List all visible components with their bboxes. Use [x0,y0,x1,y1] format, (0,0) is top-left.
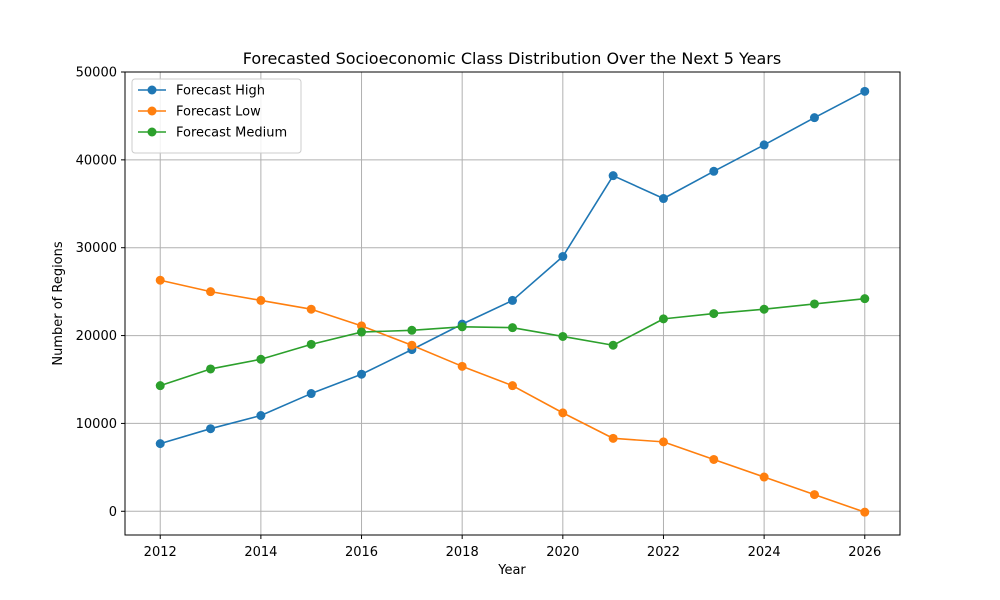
x-tick-label: 2018 [446,545,479,560]
data-point-forecast-medium [407,325,417,335]
y-tick-label: 40000 [76,153,117,168]
data-point-forecast-low [809,490,819,500]
data-point-forecast-high [709,166,719,176]
data-point-forecast-medium [608,340,618,350]
data-point-forecast-medium [860,294,870,304]
series-forecast-high [155,86,870,449]
data-point-forecast-low [357,321,367,331]
x-tick-label: 2014 [244,545,277,560]
y-tick-label: 0 [109,505,117,520]
data-point-forecast-medium [508,323,517,333]
x-axis: 2012 2014 2016 2018 2020 2022 2024 2026 [144,535,881,560]
y-tick-label: 30000 [76,241,117,256]
y-tick-label: 20000 [76,329,117,344]
grid-lines [125,71,900,535]
legend: Forecast High Forecast Low Forecast Medium [131,78,302,154]
data-point-forecast-low [407,340,417,350]
legend-entry-label: Forecast High [176,84,265,99]
data-point-forecast-high [759,140,769,150]
data-point-forecast-medium [759,304,769,314]
data-point-forecast-low [256,295,266,305]
plot-frame [124,71,901,536]
x-tick-label: 2012 [144,545,177,560]
y-axis: 0 10000 20000 30000 40000 50000 [76,66,125,520]
data-point-forecast-low [759,472,769,482]
series-layer [155,86,870,517]
data-point-forecast-low [155,275,165,285]
data-point-forecast-low [508,381,517,391]
data-point-forecast-high [558,251,568,261]
data-point-forecast-high [658,194,668,204]
data-point-forecast-low [608,433,618,443]
legend-entry-label: Forecast Medium [176,126,287,141]
data-point-forecast-low [558,408,568,418]
data-point-forecast-high [206,424,216,434]
data-point-forecast-high [256,411,266,421]
data-point-forecast-high [306,389,316,399]
data-point-forecast-high [357,369,367,379]
legend-swatch-marker [147,85,157,95]
y-tick-label: 50000 [76,66,117,81]
data-point-forecast-low [306,304,316,314]
data-point-forecast-medium [357,327,367,337]
data-point-forecast-medium [457,322,467,332]
y-tick-label: 10000 [76,417,117,432]
data-point-forecast-medium [709,309,719,319]
data-point-forecast-medium [809,299,819,309]
data-point-forecast-high [508,295,517,305]
data-point-forecast-low [709,454,719,464]
legend-swatch-marker [147,127,157,137]
data-point-forecast-low [860,507,870,517]
series-forecast-medium [155,294,870,391]
legend-swatch-marker [147,106,157,116]
data-point-forecast-low [206,287,216,297]
data-point-forecast-high [809,113,819,123]
data-point-forecast-medium [155,381,165,391]
series-forecast-low [155,275,870,517]
data-point-forecast-high [860,86,870,96]
legend-entry-label: Forecast Low [176,105,261,120]
y-axis-label: Number of Regions [51,241,66,366]
data-point-forecast-high [155,439,165,449]
data-point-forecast-high [608,171,618,181]
chart-title: Forecasted Socioeconomic Class Distribut… [243,49,781,68]
x-tick-label: 2016 [345,545,378,560]
data-point-forecast-low [457,361,467,371]
x-tick-label: 2026 [848,545,881,560]
legend-box [131,78,302,154]
data-point-forecast-low [658,437,668,447]
x-tick-label: 2020 [546,545,579,560]
data-point-forecast-medium [558,331,568,341]
x-tick-label: 2022 [647,545,680,560]
data-point-forecast-medium [206,364,216,374]
x-tick-label: 2024 [748,545,781,560]
data-point-forecast-medium [256,354,266,364]
x-axis-label: Year [497,563,526,578]
data-point-forecast-medium [306,339,316,349]
data-point-forecast-medium [658,314,668,324]
